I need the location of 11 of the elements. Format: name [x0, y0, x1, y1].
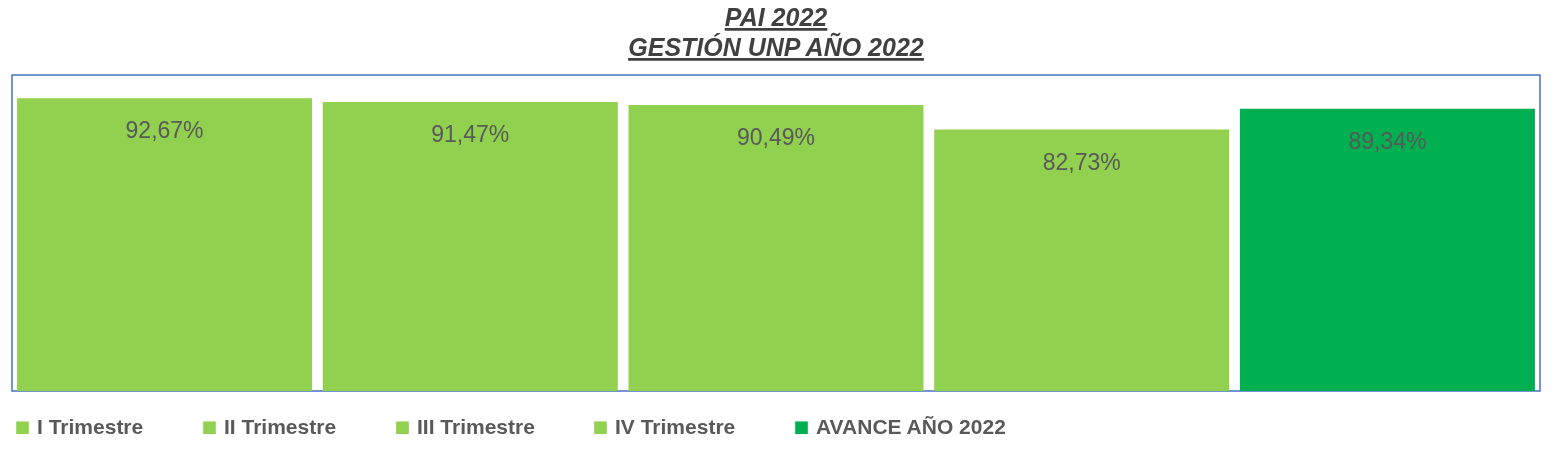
data-label: 91,47%: [431, 120, 510, 147]
legend-label: II Trimestre: [224, 414, 337, 438]
data-label: 92,67%: [125, 117, 204, 144]
chart-title: PAI 2022 GESTIÓN UNP AÑO 2022: [628, 3, 924, 61]
legend-label: III Trimestre: [417, 414, 535, 438]
data-label: 90,49%: [736, 124, 816, 151]
data-label: 82,73%: [1042, 148, 1121, 175]
legend-label: I Trimestre: [37, 414, 144, 438]
legend-label: AVANCE AÑO 2022: [816, 414, 1006, 438]
legend-label: IV Trimestre: [615, 414, 736, 438]
data-label: 89,34%: [1348, 127, 1427, 154]
